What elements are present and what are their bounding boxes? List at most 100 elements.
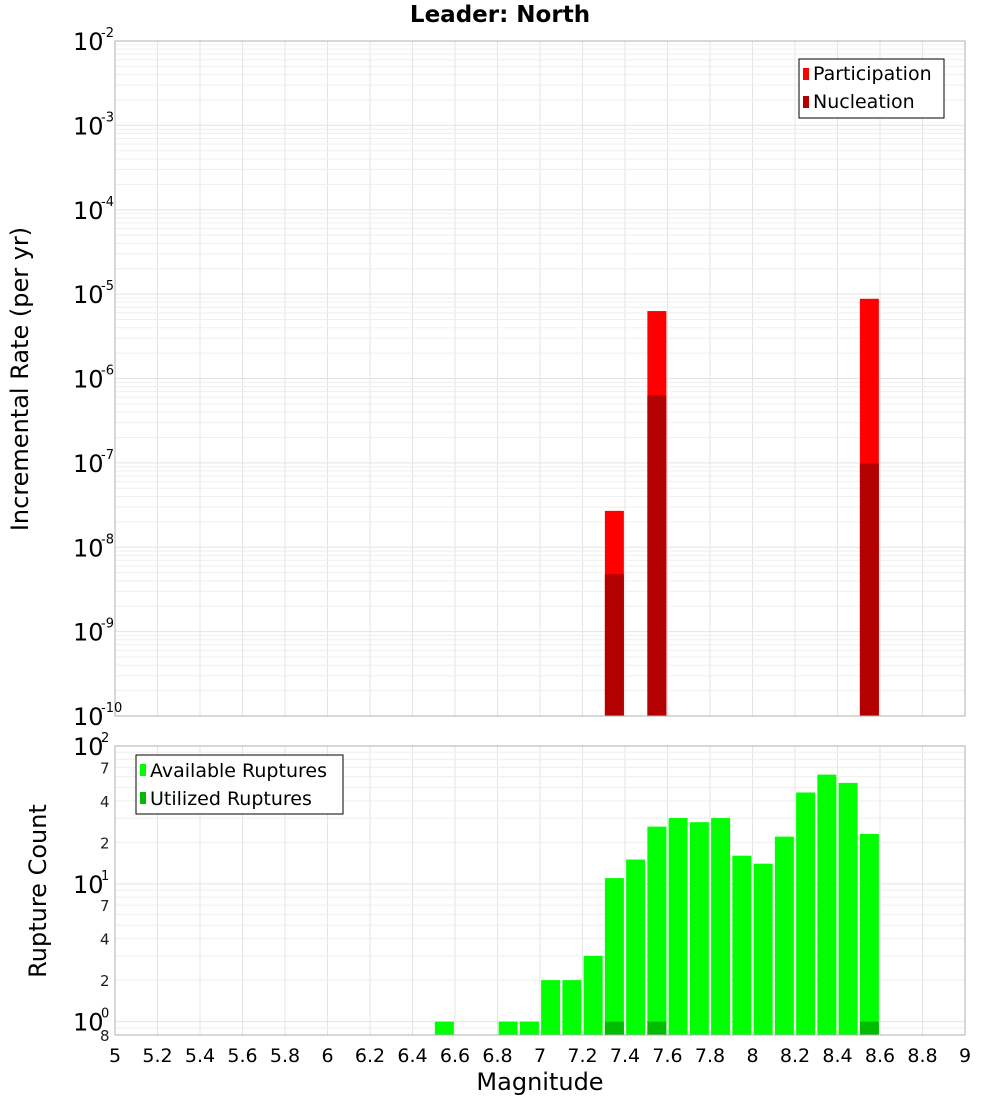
top-legend-box bbox=[798, 58, 945, 119]
y-tick-exponent: -10 bbox=[101, 701, 122, 716]
bottom-legend-box bbox=[135, 754, 344, 815]
x-tick-label: 5.4 bbox=[185, 1045, 215, 1067]
x-tick-label: 6 bbox=[321, 1045, 333, 1067]
available-ruptures-bar bbox=[626, 859, 646, 1035]
available-ruptures-bar bbox=[604, 878, 624, 1035]
top-y-tick-label: 10-8 bbox=[73, 532, 114, 562]
x-tick-label: 7 bbox=[534, 1045, 546, 1067]
top-y-tick-label: 10-4 bbox=[73, 195, 114, 225]
available-ruptures-bar bbox=[711, 818, 731, 1035]
utilized-ruptures-bar bbox=[647, 1021, 667, 1035]
y-tick-base: 10 bbox=[73, 197, 104, 225]
bottom-y-tick-label: 102 bbox=[73, 731, 109, 761]
available-ruptures-bar bbox=[796, 792, 816, 1035]
legend-participation-label: Participation bbox=[813, 63, 932, 85]
bottom-y-minor-tick-label: 4 bbox=[100, 793, 110, 811]
x-axis-label: Magnitude bbox=[476, 1068, 603, 1096]
y-tick-exponent: 0 bbox=[101, 1007, 109, 1022]
bottom-y-minor-tick-label: 8 bbox=[100, 1027, 110, 1045]
bottom-y-minor-tick-label: 2 bbox=[100, 972, 110, 990]
x-axis-ticks: 5 5.2 5.4 5.6 5.8 6 6.2 6.4 6.6 6.8 7 7.2 7.4 7.6 7.8 8… bbox=[109, 1045, 971, 1067]
y-tick-exponent: -4 bbox=[101, 195, 114, 210]
bottom-plot-bars bbox=[434, 774, 879, 1035]
bottom-y-minor-tick-label: 7 bbox=[100, 759, 110, 777]
y-tick-base: 10 bbox=[73, 871, 104, 899]
bottom-y-minor-tick-label: 7 bbox=[100, 897, 110, 915]
available-ruptures-bar bbox=[732, 855, 752, 1035]
x-tick-label: 8.8 bbox=[907, 1045, 937, 1067]
y-tick-base: 10 bbox=[73, 450, 104, 478]
x-tick-label: 5.2 bbox=[142, 1045, 172, 1067]
available-ruptures-swatch bbox=[140, 764, 146, 776]
y-tick-exponent: -9 bbox=[101, 617, 114, 632]
available-ruptures-bar bbox=[434, 1021, 454, 1035]
x-tick-label: 8.4 bbox=[822, 1045, 852, 1067]
x-tick-label: 6.4 bbox=[397, 1045, 427, 1067]
y-tick-base: 10 bbox=[73, 534, 104, 562]
bottom-y-tick-label: 101 bbox=[73, 869, 109, 899]
y-tick-exponent: -3 bbox=[101, 110, 114, 125]
x-tick-label: 7.6 bbox=[652, 1045, 682, 1067]
y-tick-base: 10 bbox=[73, 28, 104, 56]
top-y-tick-label: 10-3 bbox=[73, 110, 114, 140]
legend-available-label: Available Ruptures bbox=[150, 760, 327, 782]
participation-swatch bbox=[803, 68, 809, 80]
x-tick-label: 6.2 bbox=[355, 1045, 385, 1067]
y-tick-base: 10 bbox=[73, 366, 104, 394]
utilized-ruptures-swatch bbox=[140, 792, 146, 804]
x-tick-label: 5.8 bbox=[270, 1045, 300, 1067]
bottom-y-axis-label: Rupture Count bbox=[24, 804, 52, 978]
nucleation-bar bbox=[604, 574, 624, 716]
available-ruptures-bar bbox=[647, 826, 667, 1035]
y-tick-base: 10 bbox=[73, 1009, 104, 1037]
nucleation-swatch bbox=[803, 96, 809, 108]
top-legend: Participation Nucleation bbox=[798, 58, 945, 119]
utilized-ruptures-bar bbox=[604, 1021, 624, 1035]
y-tick-exponent: -6 bbox=[101, 364, 114, 379]
bottom-plot-frame bbox=[114, 745, 966, 1036]
y-tick-exponent: -5 bbox=[101, 279, 114, 294]
top-y-tick-label: 10-10 bbox=[73, 701, 122, 731]
top-y-tick-label: 10-7 bbox=[73, 448, 114, 478]
utilized-ruptures-bar bbox=[859, 1021, 879, 1035]
top-y-tick-label: 10-9 bbox=[73, 617, 114, 647]
x-tick-label: 7.2 bbox=[567, 1045, 597, 1067]
available-ruptures-bar bbox=[753, 863, 773, 1035]
top-y-axis-label: Incremental Rate (per yr) bbox=[6, 227, 34, 531]
available-ruptures-bar bbox=[774, 836, 794, 1035]
y-tick-exponent: -7 bbox=[101, 448, 114, 463]
nucleation-bar bbox=[859, 463, 879, 716]
available-ruptures-bar bbox=[817, 774, 837, 1035]
y-tick-base: 10 bbox=[73, 281, 104, 309]
available-ruptures-bar bbox=[838, 782, 858, 1035]
top-y-tick-label: 10-2 bbox=[73, 26, 114, 56]
x-tick-label: 8.2 bbox=[780, 1045, 810, 1067]
chart-title: Leader: North bbox=[409, 2, 591, 28]
x-tick-label: 5 bbox=[109, 1045, 121, 1067]
legend-nucleation-label: Nucleation bbox=[813, 91, 915, 113]
x-tick-label: 7.8 bbox=[695, 1045, 725, 1067]
y-tick-exponent: 1 bbox=[101, 869, 109, 884]
available-ruptures-bar bbox=[583, 955, 603, 1035]
y-tick-base: 10 bbox=[73, 112, 104, 140]
legend-utilized-label: Utilized Ruptures bbox=[150, 788, 312, 810]
bottom-y-tick-label: 100 bbox=[73, 1007, 109, 1037]
available-ruptures-bar bbox=[541, 980, 561, 1035]
top-y-tick-label: 10-5 bbox=[73, 279, 114, 309]
x-tick-label: 7.4 bbox=[610, 1045, 640, 1067]
top-plot-frame bbox=[114, 40, 966, 717]
x-tick-label: 8.6 bbox=[865, 1045, 895, 1067]
nucleation-bar bbox=[647, 395, 667, 716]
available-ruptures-bar bbox=[519, 1021, 539, 1035]
top-plot-grid bbox=[114, 41, 966, 717]
y-tick-exponent: -2 bbox=[101, 26, 114, 41]
available-ruptures-bar bbox=[689, 822, 709, 1035]
y-tick-base: 10 bbox=[73, 619, 104, 647]
y-tick-base: 10 bbox=[73, 703, 104, 731]
bottom-legend: Available Ruptures Utilized Ruptures bbox=[135, 754, 344, 815]
y-tick-exponent: -8 bbox=[101, 532, 114, 547]
x-tick-label: 6.8 bbox=[482, 1045, 512, 1067]
y-tick-base: 10 bbox=[73, 733, 104, 761]
